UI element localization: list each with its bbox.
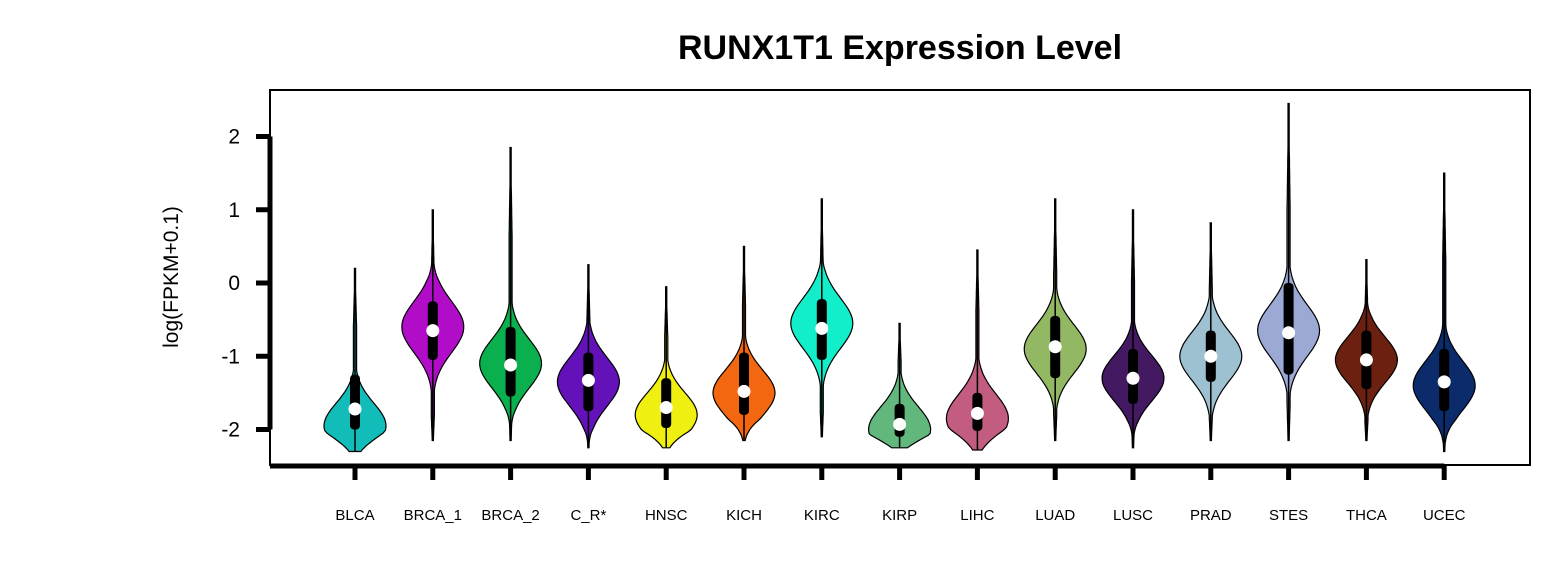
violin-lusc [1101, 209, 1165, 449]
violin-c-r- [556, 264, 621, 449]
median-point [1282, 326, 1296, 340]
y-axis-label: log(FPKM+0.1) [160, 206, 183, 348]
y-axis: 2 1 0 -1 -2 [221, 126, 273, 442]
y-tick-label: -1 [221, 345, 240, 368]
violin-ucec [1412, 172, 1476, 453]
violin-brca-1 [401, 209, 465, 442]
violin-stes [1256, 102, 1321, 442]
x-tick-label: HNSC [645, 507, 688, 524]
median-point [504, 358, 518, 372]
violin-thca [1334, 259, 1399, 442]
x-tick-label: KIRP [882, 507, 917, 524]
median-point [737, 384, 751, 398]
median-point [815, 321, 829, 335]
y-tick-label: 0 [228, 272, 240, 295]
violin-luad [1023, 198, 1087, 442]
x-tick-label: LIHC [960, 507, 994, 524]
x-tick-label: PRAD [1190, 507, 1232, 524]
median-point [1048, 340, 1062, 354]
median-point [1437, 375, 1451, 389]
x-tick-label: LUAD [1035, 507, 1075, 524]
median-point [581, 373, 595, 387]
x-axis: BLCA BRCA_1 BRCA_2 C_R* HNSC KICH KIRC KIRP LIHC… [270, 463, 1466, 524]
violin-kich [712, 245, 776, 442]
x-tick-label: KICH [726, 507, 762, 524]
violin-prad [1179, 222, 1243, 442]
violin-blca [323, 267, 387, 453]
violin-kirc [790, 198, 854, 438]
violin-hnsc [634, 286, 698, 449]
x-tick-label: BRCA_1 [404, 507, 462, 524]
x-tick-label: LUSC [1113, 507, 1153, 524]
chart-title: RUNX1T1 Expression Level [678, 29, 1122, 67]
violin-brca-2 [479, 146, 543, 442]
x-tick-label: BRCA_2 [481, 507, 539, 524]
x-tick-label: STES [1269, 507, 1308, 524]
median-point [970, 406, 984, 420]
violin-lihc [945, 249, 1010, 451]
x-tick-label: KIRC [804, 507, 840, 524]
x-tick-label: BLCA [335, 507, 374, 524]
median-point [426, 324, 440, 338]
median-point [1204, 349, 1218, 363]
y-tick-label: 1 [228, 199, 240, 222]
y-tick-label: -2 [221, 419, 240, 442]
iqr-box [350, 374, 360, 430]
iqr-box [739, 352, 749, 415]
median-point [1359, 353, 1373, 367]
violins-group [323, 102, 1476, 453]
x-tick-label: THCA [1346, 507, 1387, 524]
y-tick-label: 2 [228, 126, 240, 149]
median-point [893, 417, 907, 431]
x-tick-label: C_R* [570, 507, 606, 524]
violin-kirp [868, 322, 932, 449]
median-point [1126, 371, 1140, 385]
median-point [348, 402, 362, 416]
median-point [659, 401, 673, 415]
x-tick-label: UCEC [1423, 507, 1466, 524]
